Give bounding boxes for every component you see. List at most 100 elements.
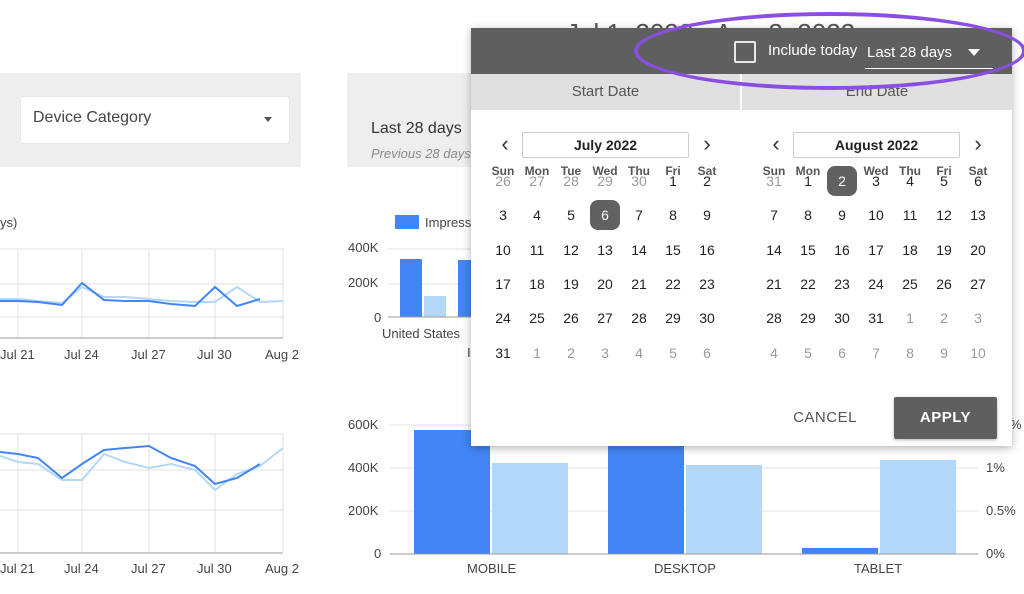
- calendar-day[interactable]: 28: [766, 310, 782, 326]
- calendar-day[interactable]: 19: [563, 276, 579, 292]
- calendar-day-selected[interactable]: 6: [590, 200, 620, 230]
- calendar-day[interactable]: 12: [936, 207, 952, 223]
- calendar-day[interactable]: 2: [703, 173, 711, 189]
- tab-start-date[interactable]: Start Date: [571, 83, 640, 100]
- calendar-day[interactable]: 21: [631, 276, 647, 292]
- scorecard-sublabel: Previous 28 days: [371, 146, 471, 161]
- calendar-day[interactable]: 27: [529, 173, 545, 189]
- calendar-day[interactable]: 29: [665, 310, 681, 326]
- calendar-day[interactable]: 25: [902, 276, 918, 292]
- calendar-day[interactable]: 4: [533, 207, 541, 223]
- month-select-left[interactable]: July 2022: [522, 132, 689, 158]
- y2-tick: 0%: [986, 546, 1005, 561]
- calendar-day[interactable]: 27: [970, 276, 986, 292]
- calendar-day[interactable]: 11: [902, 207, 918, 223]
- calendar-day[interactable]: 26: [563, 310, 579, 326]
- calendar-day[interactable]: 19: [936, 242, 952, 258]
- calendar-day-selected[interactable]: 2: [827, 166, 857, 196]
- calendar-day[interactable]: 2: [567, 345, 575, 361]
- calendar-day[interactable]: 25: [529, 310, 545, 326]
- apply-button[interactable]: APPLY: [894, 397, 997, 439]
- calendar-day[interactable]: 6: [703, 345, 711, 361]
- calendar-day[interactable]: 1: [533, 345, 541, 361]
- calendar-day[interactable]: 26: [495, 173, 511, 189]
- calendar-day[interactable]: 31: [495, 345, 511, 361]
- calendar-day[interactable]: 1: [906, 310, 914, 326]
- calendar-day[interactable]: 7: [635, 207, 643, 223]
- calendar-day[interactable]: 3: [499, 207, 507, 223]
- calendar-day[interactable]: 3: [974, 310, 982, 326]
- y-tick: 200K: [348, 275, 379, 290]
- prev-month-icon[interactable]: ‹: [772, 131, 780, 156]
- calendar-day[interactable]: 10: [970, 345, 986, 361]
- calendar-day[interactable]: 27: [597, 310, 613, 326]
- calendar-day[interactable]: 10: [868, 207, 884, 223]
- calendar-day[interactable]: 15: [800, 242, 816, 258]
- calendar-day[interactable]: 26: [936, 276, 952, 292]
- calendar-day[interactable]: 14: [631, 242, 647, 258]
- calendar-day[interactable]: 5: [804, 345, 812, 361]
- prev-month-icon[interactable]: ‹: [501, 131, 509, 156]
- calendar-day[interactable]: 7: [872, 345, 880, 361]
- device-category-select[interactable]: Device Category: [21, 97, 289, 143]
- y-tick: 0: [374, 546, 382, 561]
- calendar-day[interactable]: 9: [940, 345, 948, 361]
- calendar-day[interactable]: 11: [529, 242, 545, 258]
- calendar-day[interactable]: 9: [703, 207, 711, 223]
- calendar-day[interactable]: 22: [800, 276, 816, 292]
- cancel-button[interactable]: CANCEL: [793, 409, 857, 426]
- calendar-day[interactable]: 5: [940, 173, 948, 189]
- calendar-day[interactable]: 18: [902, 242, 918, 258]
- calendar-day[interactable]: 15: [665, 242, 681, 258]
- calendar-day[interactable]: 18: [529, 276, 545, 292]
- calendar-day[interactable]: 31: [868, 310, 884, 326]
- calendar-day[interactable]: 6: [838, 345, 846, 361]
- calendar-day[interactable]: 21: [766, 276, 782, 292]
- calendar-day[interactable]: 9: [838, 207, 846, 223]
- calendar-day[interactable]: 24: [495, 310, 511, 326]
- month-select-right[interactable]: August 2022: [793, 132, 960, 158]
- calendar-day[interactable]: 28: [631, 310, 647, 326]
- calendar-day[interactable]: 13: [597, 242, 613, 258]
- calendar-day[interactable]: 4: [906, 173, 914, 189]
- x-tick: Jul 21: [0, 561, 35, 576]
- calendar-day[interactable]: 8: [669, 207, 677, 223]
- calendar-day[interactable]: 30: [631, 173, 647, 189]
- x-tick: Aug 2: [265, 561, 299, 576]
- calendar-day[interactable]: 31: [766, 173, 782, 189]
- calendar-day[interactable]: 22: [665, 276, 681, 292]
- calendar-day[interactable]: 28: [563, 173, 579, 189]
- calendar-day[interactable]: 30: [834, 310, 850, 326]
- calendar-day[interactable]: 6: [974, 173, 982, 189]
- calendar-day[interactable]: 4: [635, 345, 643, 361]
- calendar-day[interactable]: 16: [834, 242, 850, 258]
- calendar-day[interactable]: 5: [669, 345, 677, 361]
- calendar-day[interactable]: 12: [563, 242, 579, 258]
- calendar-day[interactable]: 23: [699, 276, 715, 292]
- calendar-day[interactable]: 13: [970, 207, 986, 223]
- calendar-day[interactable]: 7: [770, 207, 778, 223]
- calendar-day[interactable]: 30: [699, 310, 715, 326]
- calendar-day[interactable]: 17: [495, 276, 511, 292]
- next-month-icon[interactable]: ›: [974, 131, 982, 156]
- calendar-day[interactable]: 10: [495, 242, 511, 258]
- calendar-day[interactable]: 14: [766, 242, 782, 258]
- calendar-day[interactable]: 3: [872, 173, 880, 189]
- calendar-day[interactable]: 23: [834, 276, 850, 292]
- next-month-icon[interactable]: ›: [703, 131, 711, 156]
- calendar-day[interactable]: 2: [940, 310, 948, 326]
- calendar-day[interactable]: 8: [906, 345, 914, 361]
- calendar-day[interactable]: 5: [567, 207, 575, 223]
- calendar-day[interactable]: 3: [601, 345, 609, 361]
- calendar-day[interactable]: 17: [868, 242, 884, 258]
- calendar-day[interactable]: 4: [770, 345, 778, 361]
- calendar-day[interactable]: 16: [699, 242, 715, 258]
- calendar-day[interactable]: 20: [970, 242, 986, 258]
- calendar-day[interactable]: 8: [804, 207, 812, 223]
- calendar-day[interactable]: 1: [804, 173, 812, 189]
- calendar-day[interactable]: 20: [597, 276, 613, 292]
- calendar-day[interactable]: 1: [669, 173, 677, 189]
- calendar-day[interactable]: 29: [800, 310, 816, 326]
- calendar-day[interactable]: 29: [597, 173, 613, 189]
- calendar-day[interactable]: 24: [868, 276, 884, 292]
